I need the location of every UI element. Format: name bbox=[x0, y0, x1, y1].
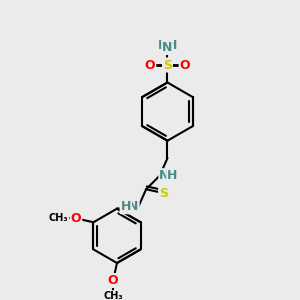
Text: S: S bbox=[163, 58, 172, 71]
Text: H: H bbox=[158, 39, 168, 52]
Text: S: S bbox=[159, 187, 168, 200]
Text: H: H bbox=[167, 39, 178, 52]
Text: O: O bbox=[180, 58, 190, 71]
Text: H: H bbox=[121, 200, 131, 213]
Text: O: O bbox=[108, 274, 118, 287]
Text: N: N bbox=[162, 41, 173, 54]
Text: CH₃: CH₃ bbox=[49, 213, 68, 224]
Text: O: O bbox=[71, 212, 81, 225]
Text: CH₃: CH₃ bbox=[103, 291, 123, 300]
Text: N: N bbox=[159, 169, 170, 182]
Text: O: O bbox=[145, 58, 155, 71]
Text: H: H bbox=[167, 169, 178, 182]
Text: N: N bbox=[128, 200, 139, 213]
